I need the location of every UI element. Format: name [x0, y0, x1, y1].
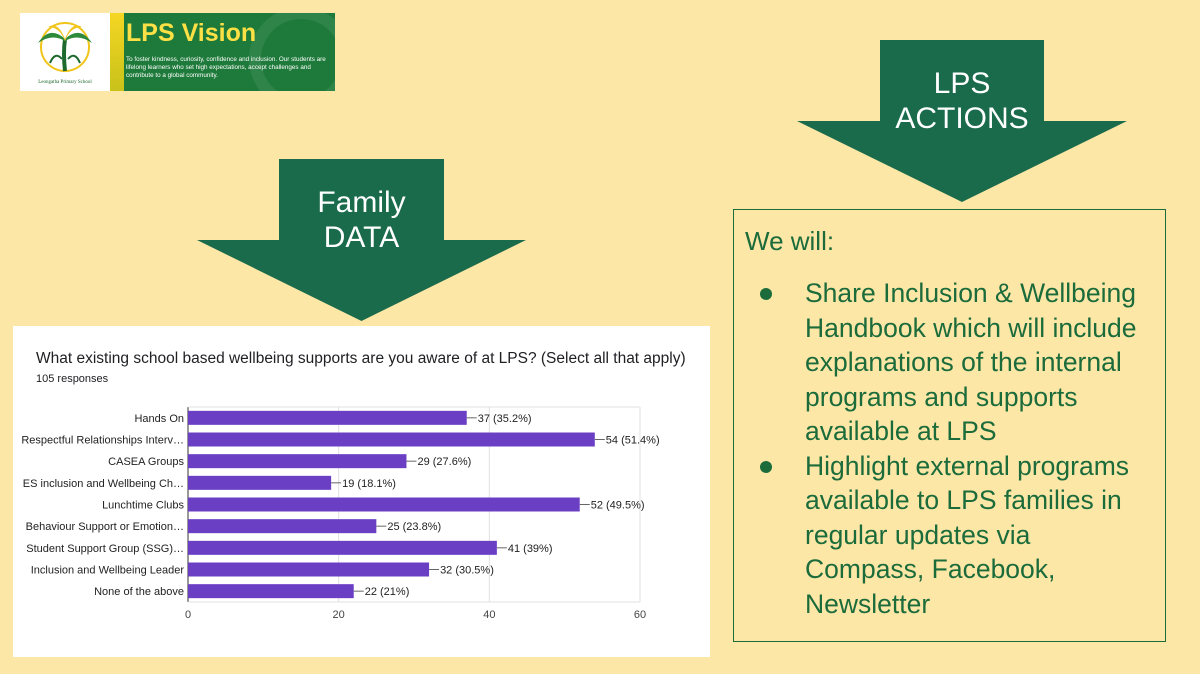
bar [188, 475, 332, 490]
actions-box: We will: Share Inclusion & Wellbeing Han… [733, 209, 1166, 642]
action-item-text: Share Inclusion & Wellbeing Handbook whi… [805, 278, 1137, 446]
palm-tree-icon [38, 22, 92, 72]
actions-heading: We will: [745, 226, 835, 256]
family-arrow-line1: Family [317, 186, 406, 219]
actions-arrow-line1: LPS [933, 67, 991, 100]
action-item-text: Highlight external programs available to… [805, 450, 1130, 619]
actions-arrow-line2: ACTIONS [895, 102, 1029, 135]
x-tick-label: 0 [185, 609, 191, 621]
banner-stripe [110, 13, 124, 91]
bullet-icon [760, 288, 772, 300]
x-tick-label: 40 [483, 609, 495, 621]
family-arrow-line2: DATA [323, 221, 400, 254]
data-label: 52 (49.5%) [591, 500, 645, 512]
survey-chart-card: What existing school based wellbeing sup… [13, 326, 710, 657]
vision-banner: Leongatha Primary School LPS Vision To f… [20, 13, 335, 91]
school-logo: Leongatha Primary School [20, 13, 110, 91]
x-tick-label: 60 [634, 609, 646, 621]
category-label: None of the above [94, 586, 184, 598]
bar [188, 562, 430, 577]
banner-description: To foster kindness, curiosity, confidenc… [126, 56, 326, 80]
logo-text: Leongatha Primary School [38, 80, 92, 85]
bar [188, 540, 497, 555]
x-tick-label: 20 [333, 609, 345, 621]
bar [188, 519, 377, 534]
data-label: 19 (18.1%) [342, 478, 396, 490]
category-label: Student Support Group (SSG)… [26, 543, 184, 555]
category-label: Lunchtime Clubs [102, 500, 184, 512]
data-label: 29 (27.6%) [417, 456, 471, 468]
action-item: Highlight external programs available to… [734, 449, 1165, 622]
bar [188, 584, 354, 599]
category-label: Behaviour Support or Emotion… [26, 521, 184, 533]
category-label: Inclusion and Wellbeing Leader [31, 565, 185, 577]
category-label: ES inclusion and Wellbeing Ch… [23, 478, 184, 490]
data-label: 41 (39%) [508, 543, 553, 555]
bar [188, 432, 595, 447]
family-data-arrow: Family DATA [197, 159, 526, 321]
data-label: 32 (30.5%) [440, 565, 494, 577]
data-label: 22 (21%) [365, 586, 410, 598]
category-label: Respectful Relationships Interv… [21, 435, 184, 447]
data-label: 54 (51.4%) [606, 435, 660, 447]
bar-chart: 0 20 40 60 Hands On 37 (35.2%) Respectful Rela… [21, 406, 660, 621]
action-item: Share Inclusion & Wellbeing Handbook whi… [734, 276, 1165, 449]
data-label: 25 (23.8%) [387, 521, 441, 533]
chart-title: What existing school based wellbeing sup… [36, 350, 686, 367]
category-label: CASEA Groups [108, 456, 184, 468]
lps-actions-arrow: LPS ACTIONS [797, 40, 1127, 202]
category-label: Hands On [134, 413, 184, 425]
down-arrow-icon [797, 40, 1127, 202]
bar [188, 497, 580, 512]
chart-subtitle: 105 responses [36, 373, 109, 385]
action-list: Share Inclusion & Wellbeing Handbook whi… [734, 276, 1165, 621]
banner-title: LPS Vision [126, 19, 257, 47]
bullet-icon [760, 460, 772, 473]
bar [188, 410, 467, 425]
data-label: 37 (35.2%) [478, 413, 532, 425]
bar [188, 454, 407, 469]
down-arrow-icon [197, 159, 526, 321]
